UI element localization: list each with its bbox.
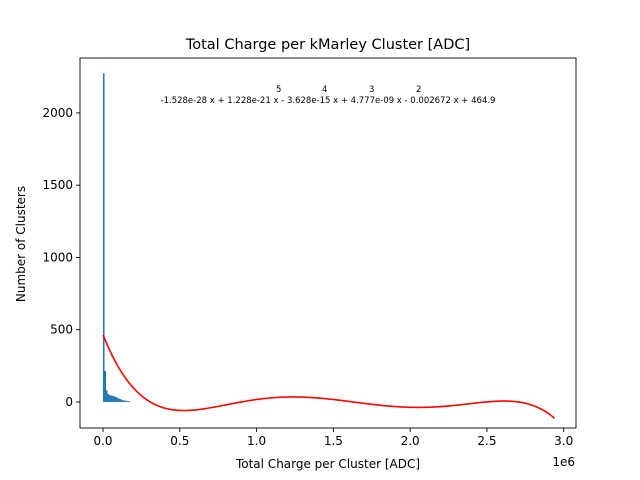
fit-equation-exponent: 2 (416, 85, 421, 95)
y-tick-label: 500 (50, 323, 73, 337)
histogram-bar (124, 400, 126, 402)
x-tick-label: 2.5 (477, 434, 496, 448)
x-axis-label: Total Charge per Cluster [ADC] (235, 457, 420, 471)
fit-equation-exponent: 4 (322, 85, 327, 95)
histogram-bar (116, 397, 119, 402)
histogram-bar (103, 73, 105, 402)
histogram-bar (121, 399, 123, 402)
x-tick-label: 3.0 (554, 434, 573, 448)
histogram-bar (110, 395, 113, 402)
fit-equation-exponent: 3 (369, 85, 374, 95)
histogram-bar (112, 395, 114, 402)
fit-equation-exponent: 5 (276, 85, 281, 95)
histogram-bar (122, 400, 125, 402)
histogram-bar (109, 395, 111, 402)
x-tick-label: 0.0 (93, 434, 112, 448)
x-tick-label: 2.0 (401, 434, 420, 448)
x-tick-label: 1.5 (324, 434, 343, 448)
histogram-bar (106, 390, 108, 402)
histogram-bar (115, 396, 117, 402)
histogram-bar (107, 394, 110, 402)
histogram-bar (128, 401, 131, 402)
x-tick-label: 0.5 (170, 434, 189, 448)
chart-title: Total Charge per kMarley Cluster [ADC] (185, 37, 470, 53)
fit-curve-line (102, 334, 556, 419)
fit-equation: -1.528e-28 x + 1.228e-21 x - 3.628e-15 x… (161, 96, 496, 106)
y-tick-label: 1000 (42, 250, 73, 264)
histogram-bar (113, 396, 116, 402)
axes-frame (79, 57, 577, 429)
histogram-bar (119, 399, 122, 402)
y-axis-label: Number of Clusters (14, 186, 28, 302)
histogram-bar (104, 370, 107, 402)
x-axis-multiplier: 1e6 (552, 455, 575, 469)
y-tick-label: 1500 (42, 178, 73, 192)
x-tick-label: 1.0 (247, 434, 266, 448)
fit-equation-exponents: 5 4 3 2 (276, 85, 421, 95)
histogram-bar (118, 398, 120, 402)
histogram-bar (125, 400, 128, 402)
y-tick-label: 0 (65, 395, 73, 409)
histogram-bar (127, 401, 129, 402)
plot-area: 0.0 0.5 1.0 1.5 2.0 2.5 3.0 0 500 1000 1500 2000 (42, 57, 577, 448)
y-tick-label: 2000 (42, 106, 73, 120)
